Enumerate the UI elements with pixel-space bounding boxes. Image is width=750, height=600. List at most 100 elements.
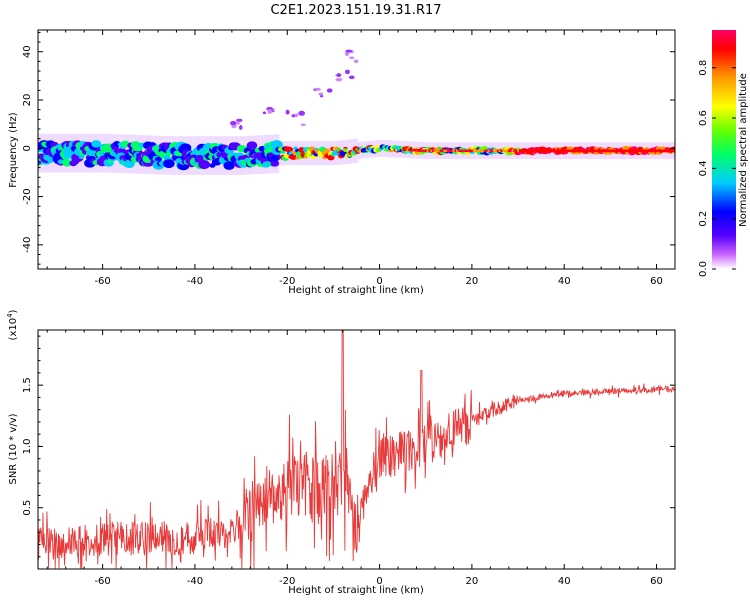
ridge-core-cell [478,149,481,153]
ridge-core-cell [594,149,597,153]
ridge-core-cell [651,149,654,153]
ridge-core-cell [426,149,429,153]
scatter-cell [236,118,243,123]
ridge-core-cell [515,149,518,153]
ridge-core-cell [480,149,483,153]
ridge-core-cell [472,149,475,153]
spectrogram-ticks: -60 -40 -20 0 20 40 60 -40 -20 0 20 40 [22,30,676,287]
ridge-core-cell [579,149,582,153]
ridge-core-cell [437,149,440,153]
ridge-core-cell [605,149,608,153]
spectrogram-frame [37,29,676,270]
heatmap-cell [198,160,211,170]
ridge-core-cell [650,149,653,153]
ridge-core-cell [448,149,451,153]
x-tick-label: 20 [466,276,479,287]
ridge-core-cell [445,149,448,153]
ridge-core-cell [661,149,664,153]
halo-cell [39,133,42,173]
ridge-core-cell [620,149,623,153]
ridge-core-cell [542,149,545,153]
heatmap-cell [290,155,297,160]
scatter-cell [236,121,240,125]
colorbar-tick-label: 0.8 [698,60,709,76]
y-tick-label: -20 [22,188,33,204]
ridge-core-cell [496,149,499,153]
scatter-cell [349,56,355,60]
ridge-core-cell [404,148,407,151]
ridge-core-cell [491,149,494,153]
ridge-core-cell [530,149,533,153]
ridge-core-cell [522,149,525,153]
ridge-core-cell [408,148,411,152]
ridge-core-cell [494,149,497,153]
ridge-core-cell [598,149,601,153]
y-tick-label: 1.0 [22,438,33,454]
scatter-cell [345,49,353,53]
ridge-core-cell [446,149,449,153]
snr-series-line [38,330,675,569]
ridge-core-cell [406,148,409,152]
y-tick-label: 1.5 [22,377,33,393]
ridge-core-cell [456,149,459,153]
ridge-core-cell [590,149,593,153]
ridge-core-cell [670,149,673,153]
ridge-core-cell [642,149,645,153]
heatmap-cell [342,148,348,153]
x-tick-label: -40 [187,576,203,587]
ridge-core-cell [618,149,621,153]
y-tick-label: 0.5 [22,500,33,516]
ridge-core-cell [592,149,595,153]
ridge-core-cell [518,149,521,153]
heatmap-cell [246,141,258,150]
ridge-core-cell [520,149,523,153]
scatter-cell [353,59,359,64]
x-tick-label: 60 [650,276,663,287]
scatter-cell [285,109,290,115]
heatmap-cell [270,159,280,167]
ridge-core-cell [583,149,586,153]
scatter-cell [336,73,342,78]
ridge-core-cell [533,149,536,153]
ridge-core-cell [441,149,444,153]
snr-ticks: -60 -40 -20 0 20 40 60 0.5 1.0 1.5 [22,330,676,587]
ridge-core-cell [633,149,636,153]
colorbar [712,30,736,269]
x-tick-label: 0 [376,276,382,287]
ridge-core-cell [587,149,590,153]
scatter-cell [314,87,321,91]
ridge-core-cell [552,149,555,153]
scatter-cell [348,75,355,80]
ridge-core-cell [474,149,477,153]
ridge-core-cell [565,149,568,153]
x-tick-label: 60 [650,576,663,587]
colorbar-tick-label: 0.6 [698,110,709,126]
snr-multiplier: (x104) [6,309,19,340]
colorbar-ticks: 0.0 0.2 0.4 0.6 0.8 [698,60,736,277]
ridge-core-cell [666,149,669,153]
ridge-core-cell [585,149,588,153]
ridge-core-cell [574,149,577,153]
ridge-core-cell [572,149,575,153]
heatmap-cell [163,159,175,169]
colorbar-label: Normalized spectral amplitude [738,73,749,227]
ridge-core-cell [513,149,516,153]
ridge-core-cell [435,149,438,153]
y-tick-label: 40 [22,45,33,58]
ridge-core-cell [563,149,566,153]
ridge-core-cell [627,149,630,153]
ridge-core-cell [422,149,425,152]
heatmap-cell [91,140,102,148]
ridge-core-cell [526,149,529,153]
ridge-core-cell [659,149,662,153]
x-tick-label: 20 [466,576,479,587]
ridge-core-cell [541,149,544,153]
ridge-core-cell [424,149,427,153]
heatmap-cell [323,148,331,154]
y-tick-label: -40 [22,237,33,253]
heatmap-cell [227,162,235,168]
ridge-core-cell [537,149,540,153]
ridge-core-cell [622,149,625,153]
ridge-core-cell [509,149,512,153]
ridge-core-cell [517,149,520,153]
